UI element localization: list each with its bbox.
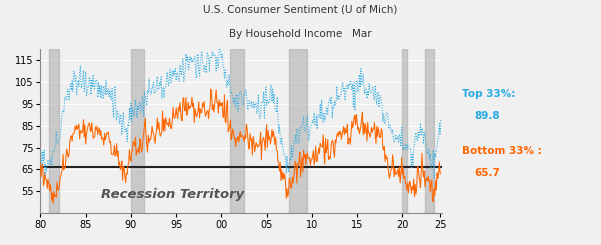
Text: U.S. Consumer Sentiment (U of Mich): U.S. Consumer Sentiment (U of Mich) bbox=[203, 5, 398, 15]
Bar bbox=[230, 49, 244, 213]
Text: 89.8: 89.8 bbox=[474, 111, 500, 121]
Text: Top 33%:: Top 33%: bbox=[462, 89, 516, 99]
Bar bbox=[425, 49, 434, 213]
Text: Bottom 33% :: Bottom 33% : bbox=[462, 146, 542, 156]
Text: By Household Income   Mar: By Household Income Mar bbox=[229, 29, 372, 39]
Bar bbox=[403, 49, 407, 213]
Text: 65.7: 65.7 bbox=[474, 168, 500, 178]
Bar bbox=[49, 49, 58, 213]
Bar bbox=[131, 49, 144, 213]
Text: Recession Territory: Recession Territory bbox=[101, 188, 244, 201]
Bar bbox=[289, 49, 307, 213]
